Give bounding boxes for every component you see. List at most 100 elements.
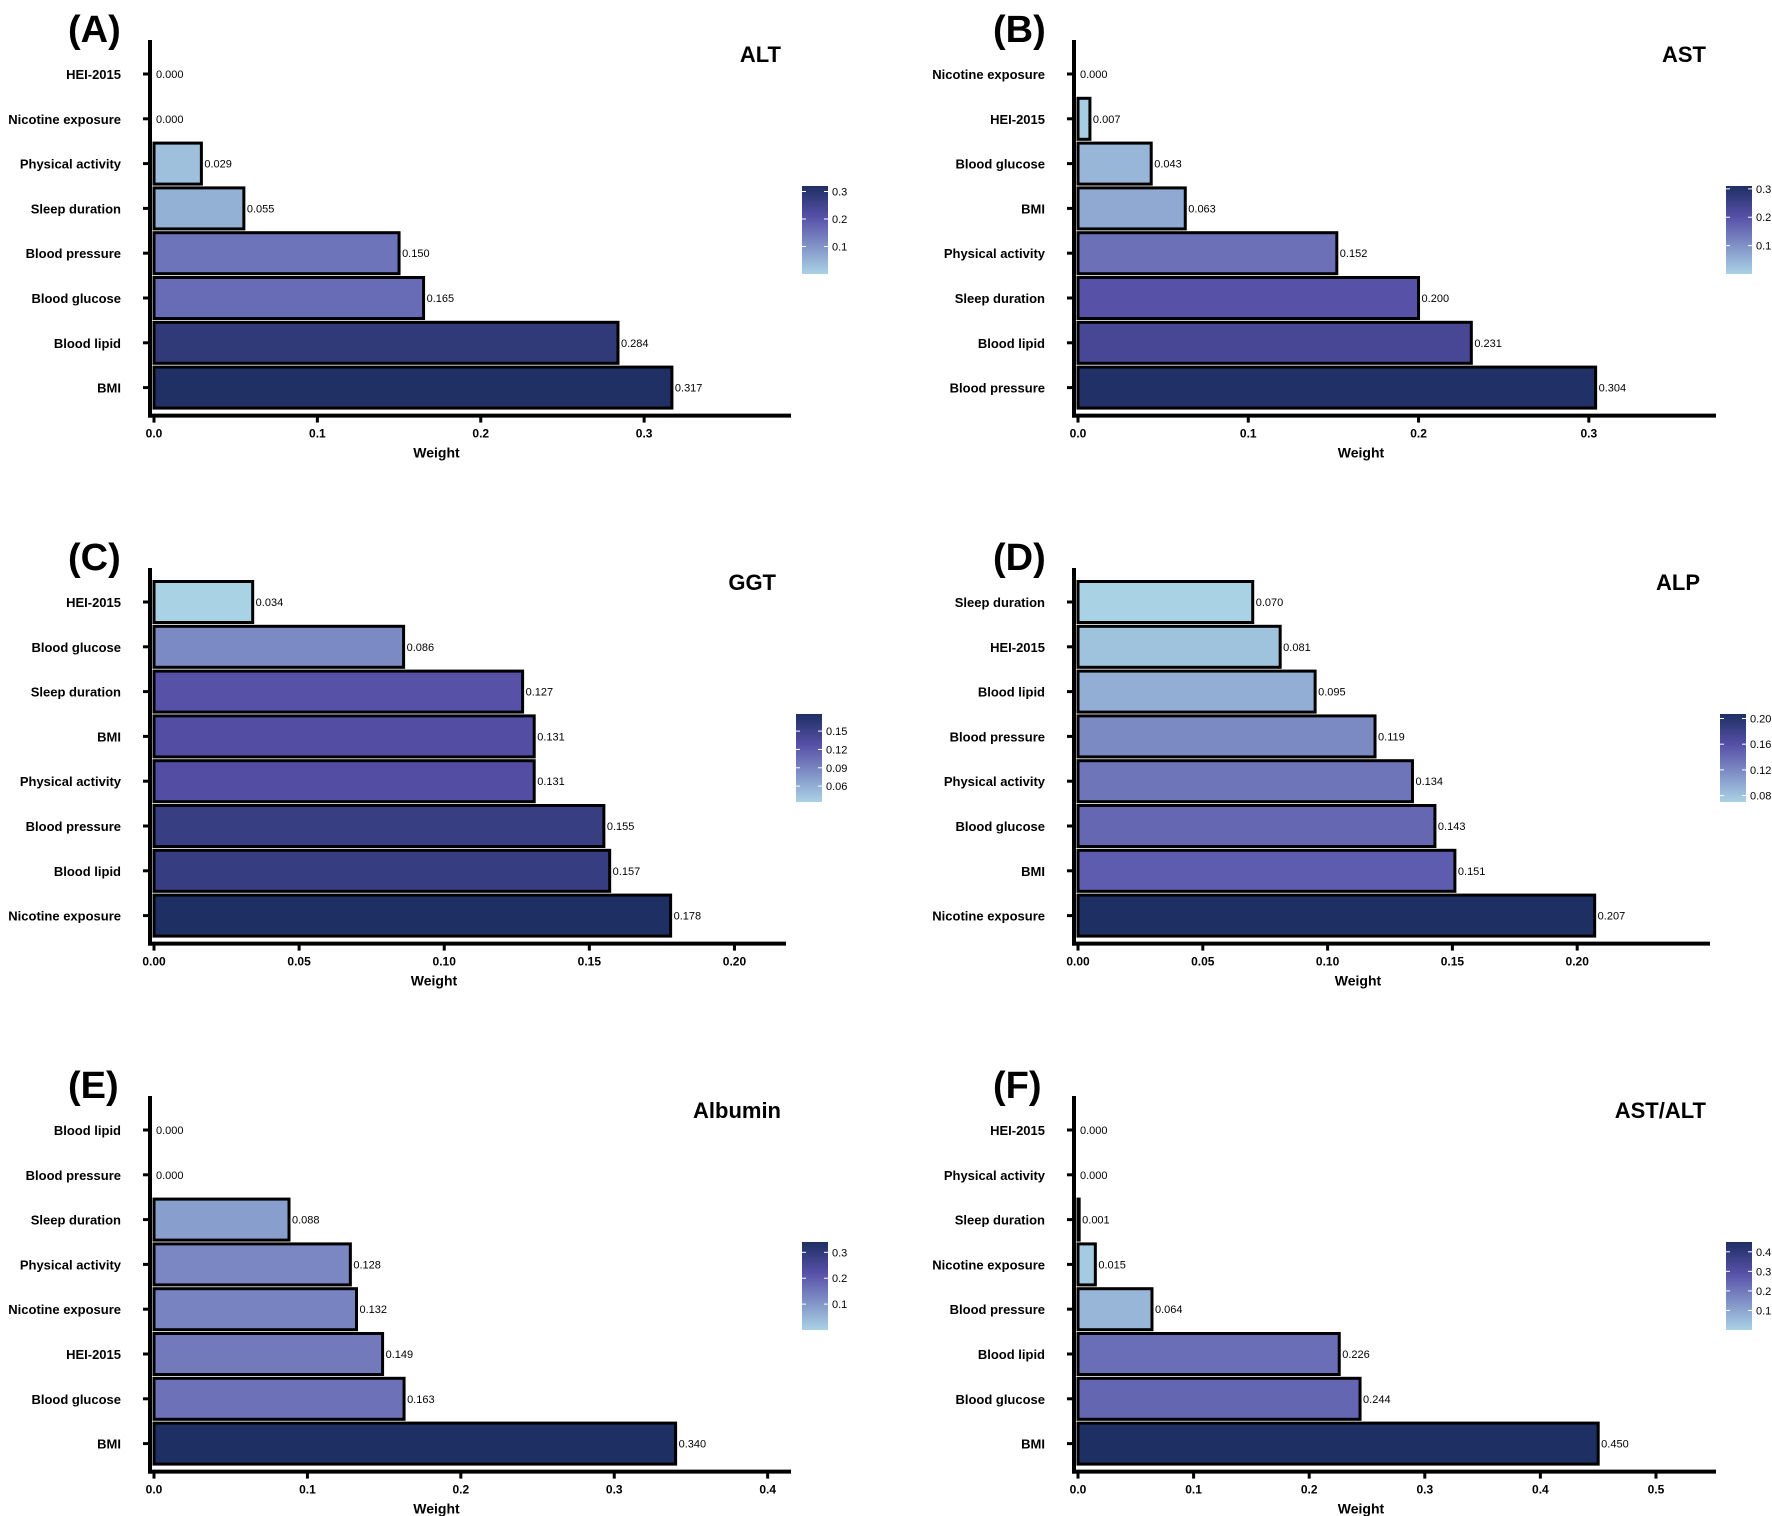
bar xyxy=(152,320,620,365)
value-label: 0.064 xyxy=(1155,1304,1183,1316)
category-label: Nicotine exposure xyxy=(8,112,121,127)
bar xyxy=(152,1242,352,1287)
value-label: 0.244 xyxy=(1363,1394,1391,1406)
colorbar-label: 0.12 xyxy=(1750,765,1771,777)
category-label: BMI xyxy=(1021,864,1045,879)
category-label: BMI xyxy=(97,1437,121,1452)
x-tick-label: 0.4 xyxy=(759,1483,776,1497)
bar xyxy=(152,669,525,714)
bar xyxy=(1076,624,1282,669)
bar xyxy=(1076,1242,1097,1287)
category-label: Blood glucose xyxy=(31,640,121,655)
x-tick-label: 0.0 xyxy=(1070,427,1087,441)
x-tick-label: 0.20 xyxy=(1566,955,1590,969)
x-tick-label: 0.1 xyxy=(299,1483,316,1497)
x-tick-label: 0.2 xyxy=(1410,427,1427,441)
colorbar-label: 0.1 xyxy=(832,242,847,254)
bar xyxy=(152,1332,385,1376)
panel-letter: (E) xyxy=(68,1065,119,1107)
x-axis-title: Weight xyxy=(413,1501,460,1516)
bar xyxy=(1076,804,1437,848)
category-label: Physical activity xyxy=(20,774,122,789)
value-label: 0.143 xyxy=(1438,821,1466,833)
value-label: 0.000 xyxy=(156,1170,184,1182)
colorbar xyxy=(796,714,822,802)
category-label: Blood glucose xyxy=(31,1392,121,1407)
x-tick-label: 0.3 xyxy=(606,1483,623,1497)
value-label: 0.063 xyxy=(1188,203,1216,215)
bar xyxy=(1076,1376,1362,1421)
bar xyxy=(152,231,401,276)
x-tick-label: 0.3 xyxy=(1580,427,1597,441)
value-label: 0.015 xyxy=(1098,1259,1126,1271)
x-tick-label: 0.3 xyxy=(1416,1483,1433,1497)
category-label: BMI xyxy=(1021,1437,1045,1452)
category-label: Blood lipid xyxy=(978,336,1045,351)
category-label: HEI-2015 xyxy=(990,1123,1045,1138)
colorbar-label: 0.06 xyxy=(826,781,847,793)
value-label: 0.163 xyxy=(407,1394,435,1406)
category-label: Blood pressure xyxy=(26,1168,121,1183)
colorbar xyxy=(1726,186,1752,274)
colorbar-label: 0.15 xyxy=(826,726,847,738)
value-label: 0.007 xyxy=(1093,114,1121,126)
category-label: Blood lipid xyxy=(978,685,1045,700)
value-label: 0.231 xyxy=(1474,338,1502,350)
x-axis-title: Weight xyxy=(411,973,458,989)
x-tick-label: 0.0 xyxy=(146,1483,163,1497)
bar xyxy=(152,186,246,231)
x-tick-label: 0.05 xyxy=(1191,955,1215,969)
value-label: 0.151 xyxy=(1458,866,1486,878)
x-tick-label: 0.1 xyxy=(1185,1483,1202,1497)
category-label: Blood pressure xyxy=(26,819,121,834)
colorbar-label: 0.2 xyxy=(832,1273,847,1285)
category-label: Blood glucose xyxy=(955,157,1045,172)
colorbar-label: 0.16 xyxy=(1750,739,1771,751)
x-tick-label: 0.00 xyxy=(142,955,166,969)
panel-albumin: (E) Albumin Blood lipid 0.000 Blood pressure… xyxy=(8,1065,847,1516)
colorbar-label: 0.3 xyxy=(1756,1266,1771,1278)
value-label: 0.000 xyxy=(1080,1125,1108,1137)
x-tick-label: 0.15 xyxy=(1441,955,1465,969)
colorbar-label: 0.2 xyxy=(1756,212,1771,224)
category-label: Physical activity xyxy=(20,157,122,172)
category-label: HEI-2015 xyxy=(66,595,121,610)
panel-letter: (D) xyxy=(993,537,1046,579)
x-tick-label: 0.1 xyxy=(1240,427,1257,441)
panel-title: AST/ALT xyxy=(1615,1098,1707,1123)
bar xyxy=(1076,365,1598,410)
x-tick-label: 0.10 xyxy=(1316,955,1340,969)
bar xyxy=(1076,141,1153,186)
colorbar xyxy=(1720,714,1746,802)
colorbar-label: 0.4 xyxy=(1756,1247,1771,1259)
value-label: 0.000 xyxy=(156,1125,184,1137)
bar xyxy=(1076,669,1317,714)
bar xyxy=(1076,276,1421,320)
value-label: 0.127 xyxy=(526,687,554,699)
panel-letter: (F) xyxy=(993,1065,1042,1107)
value-label: 0.081 xyxy=(1283,642,1311,654)
colorbar xyxy=(802,1242,828,1330)
x-tick-label: 0.2 xyxy=(452,1483,469,1497)
bar xyxy=(152,580,255,624)
x-tick-label: 0.4 xyxy=(1532,1483,1549,1497)
value-label: 0.340 xyxy=(679,1439,707,1451)
bar xyxy=(152,759,536,804)
value-label: 0.070 xyxy=(1256,597,1284,609)
value-label: 0.000 xyxy=(156,114,184,126)
value-label: 0.132 xyxy=(360,1304,388,1316)
category-label: Blood lipid xyxy=(54,336,121,351)
value-label: 0.000 xyxy=(1080,69,1108,81)
value-label: 0.034 xyxy=(256,597,284,609)
bar xyxy=(152,1197,291,1242)
value-label: 0.000 xyxy=(156,69,184,81)
value-label: 0.155 xyxy=(607,821,635,833)
value-label: 0.304 xyxy=(1599,383,1627,395)
bar xyxy=(1076,1332,1341,1376)
bar xyxy=(152,893,673,938)
bar xyxy=(152,804,606,848)
x-tick-label: 0.2 xyxy=(1301,1483,1318,1497)
